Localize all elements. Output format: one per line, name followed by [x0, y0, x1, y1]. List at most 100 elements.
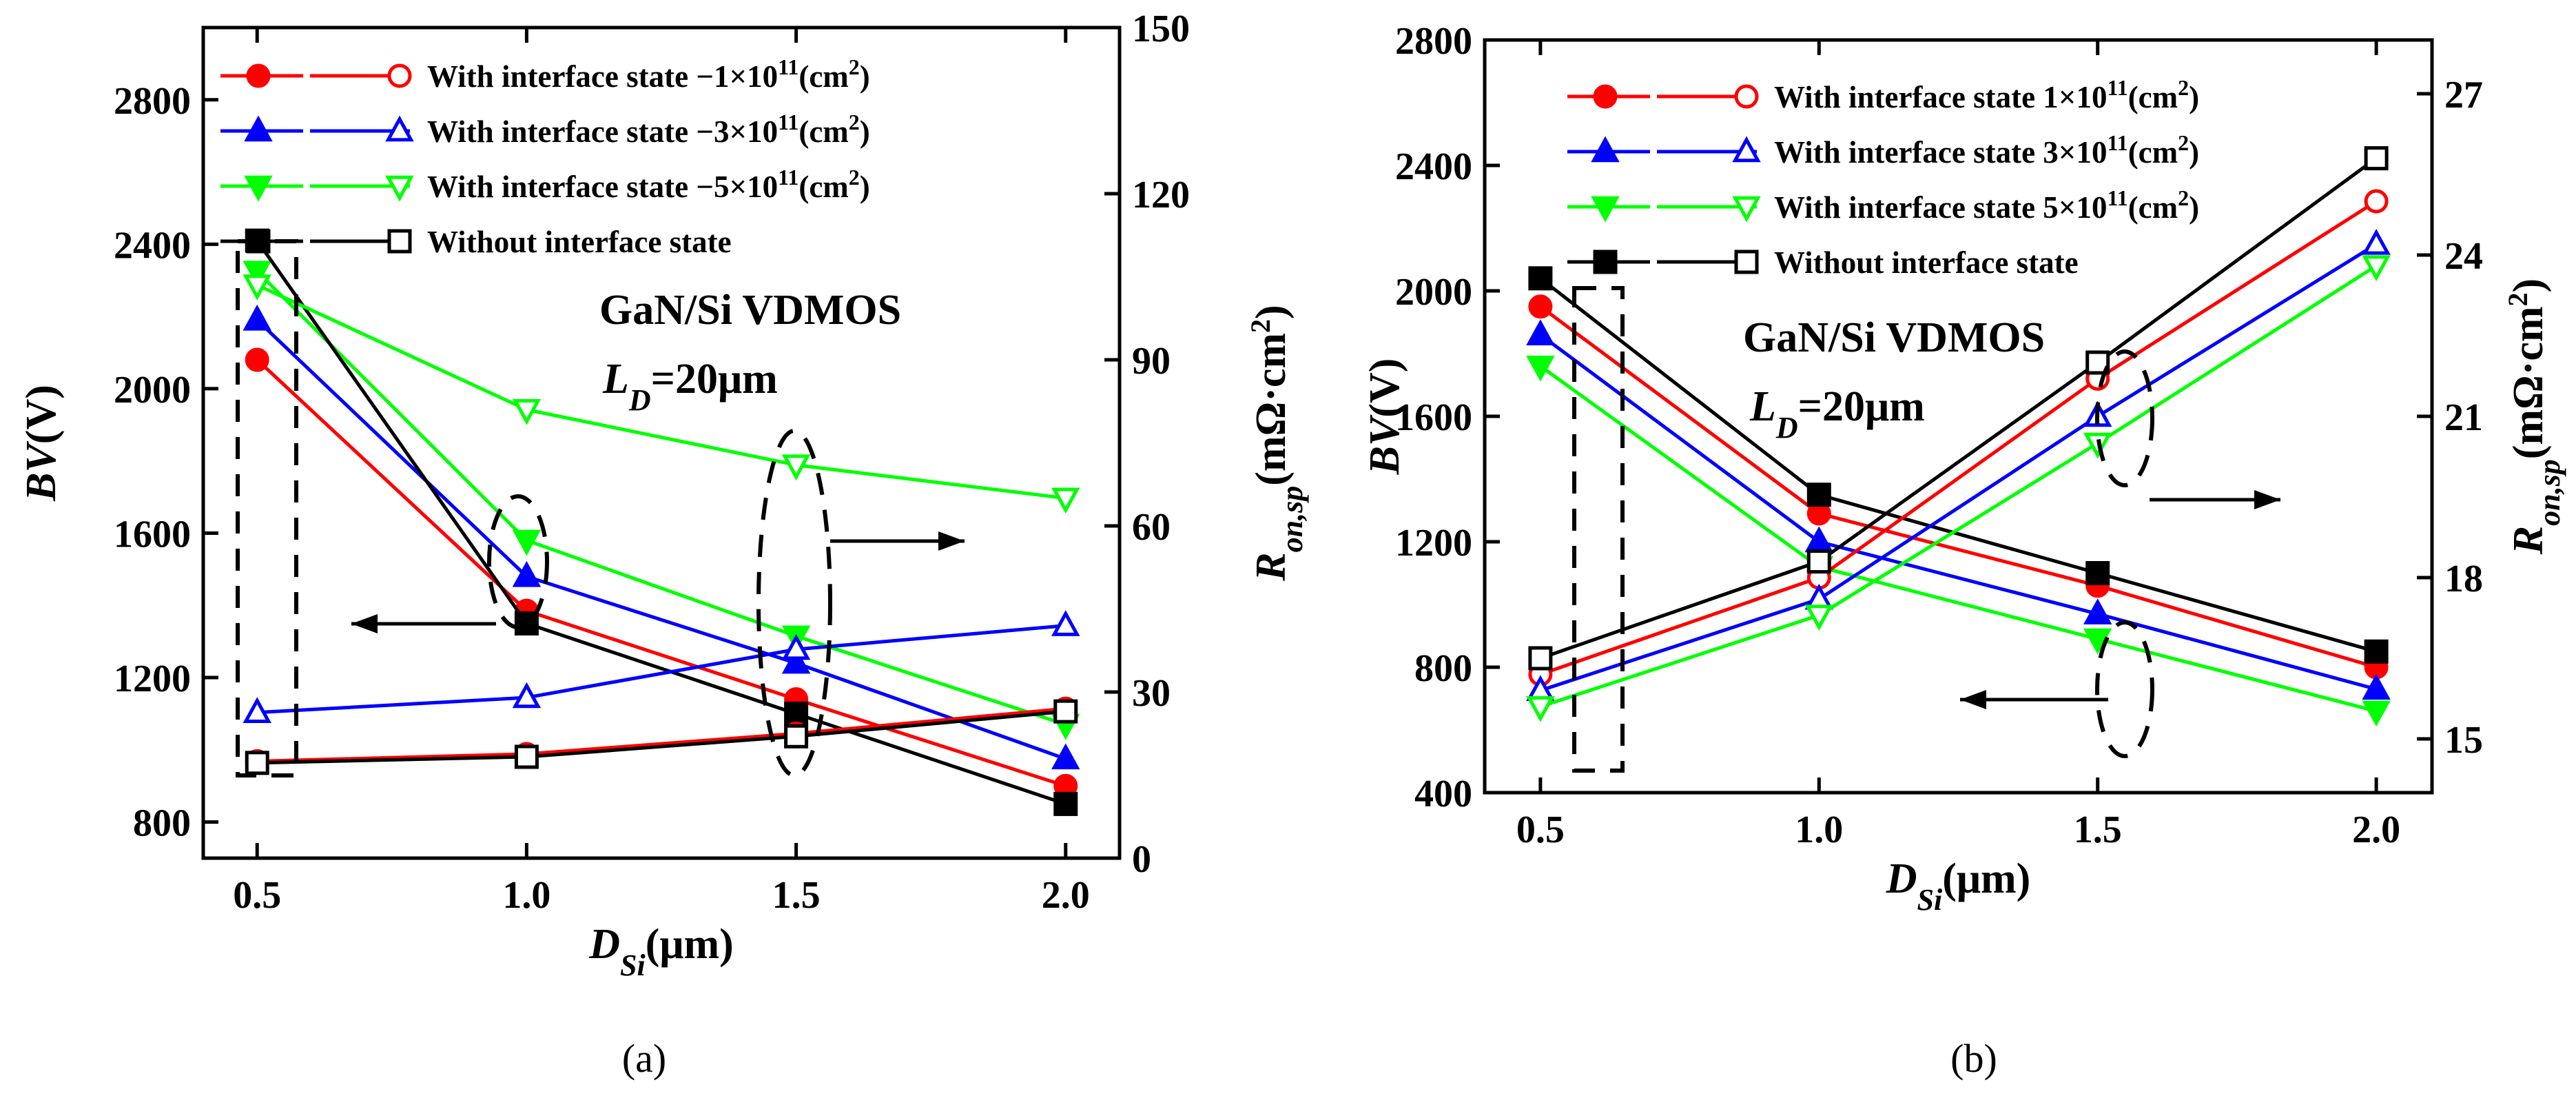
legend-marker-open — [1734, 250, 1759, 274]
annotation-ld-sub: D — [1775, 411, 1798, 445]
data-point — [2362, 228, 2391, 255]
legend-label-close: ) — [2189, 80, 2199, 114]
legend-item: Without interface state — [220, 225, 732, 259]
series-line — [1539, 276, 2377, 653]
y-right-axis-title-sub: on,sp — [1275, 486, 1309, 553]
y-left-tick-label: 800 — [1414, 647, 1472, 690]
x-tick-label: 1.0 — [502, 874, 550, 917]
data-point — [243, 274, 271, 301]
legend-marker-open — [1732, 136, 1761, 163]
series-line — [257, 624, 1066, 715]
series-ron-7 — [245, 699, 1078, 775]
legend-label-main: With interface state −3×10 — [427, 114, 778, 149]
y-right-axis-title: Ron,sp(mΩ·cm2) — [1245, 305, 1309, 581]
legend-label-sup: 11 — [2107, 75, 2127, 100]
legend-item: With interface state −3×1011(cm2) — [220, 110, 870, 149]
legend-label-main: With interface state −5×10 — [427, 170, 778, 204]
y-right-axis-title-main: R — [1248, 552, 1295, 581]
series-ron-6 — [1526, 255, 2391, 722]
legend-label-main: With interface state 5×10 — [1774, 190, 2107, 225]
y-right-axis-title-sup: 2 — [2502, 292, 2533, 306]
series-line — [1539, 305, 2377, 669]
dashed-group-oval — [2095, 349, 2154, 487]
data-point — [2085, 350, 2110, 375]
legend-item: With interface state −5×1011(cm2) — [220, 165, 870, 204]
series-ron-5 — [243, 610, 1080, 723]
data-point — [245, 751, 269, 775]
series-bv-2 — [243, 261, 1080, 740]
x-tick-label: 1.5 — [772, 874, 821, 917]
arrow-to-right-axis-head — [2254, 490, 2280, 509]
legend-label-sup: 11 — [2107, 185, 2127, 210]
series-bv-0 — [245, 347, 1078, 798]
series-line — [1540, 264, 2378, 709]
legend-marker-open — [1732, 196, 1761, 223]
x-axis-title: DSi(μm) — [1886, 855, 2031, 917]
x-tick-label: 2.0 — [1042, 874, 1090, 917]
chart-panel-a: 0.5 1.0 1.5 2.0 800 1200 1600 2000 2400 2800 0 30 60… — [18, 8, 1309, 1081]
legend-marker-open — [385, 115, 414, 142]
x-axis-title-main: D — [588, 921, 620, 968]
legend-marker-filled — [1591, 196, 1620, 223]
x-tick-label: 1.5 — [2074, 809, 2122, 851]
legend-label-unit-sup: 2 — [849, 110, 860, 134]
data-point — [512, 529, 542, 556]
legend-marker-open — [1734, 84, 1759, 109]
data-point — [512, 682, 542, 709]
data-point — [1528, 294, 1553, 319]
y-left-tick-label: 800 — [133, 802, 191, 845]
legend-item: With interface state −1×1011(cm2) — [220, 54, 870, 94]
y-right-tick-label: 60 — [1132, 506, 1171, 549]
data-point — [781, 454, 811, 481]
legend-label-close: ) — [2189, 190, 2199, 225]
legend-label: With interface state −1×1011(cm2) — [427, 54, 870, 94]
y-left-axis-title-main: BV — [1361, 414, 1408, 475]
legend-label: With interface state 5×1011(cm2) — [1774, 185, 2199, 225]
legend-label: With interface state −3×1011(cm2) — [427, 110, 870, 149]
annotation-ld-value: =20μm — [651, 356, 778, 403]
legend-label-unit: (cm — [798, 114, 848, 149]
y-left-tick-label: 2800 — [114, 80, 191, 123]
dashed-group-oval — [756, 429, 832, 777]
annotation-device: GaN/Si VDMOS — [1743, 314, 2045, 361]
y-left-tick-label: 1200 — [114, 658, 191, 700]
legend-marker-open — [387, 229, 412, 254]
data-point — [2364, 189, 2389, 214]
data-point — [243, 697, 271, 723]
data-point — [2362, 255, 2391, 282]
series-line — [1540, 156, 2378, 660]
y-left-tick-label: 2000 — [114, 369, 191, 411]
data-point — [243, 261, 271, 287]
legend-label-unit-sup: 2 — [849, 54, 860, 79]
legend: With interface state −1×1011(cm2) With in… — [220, 54, 870, 259]
plot-frame — [201, 26, 1122, 860]
annotation-ld: LD=20μm — [1749, 383, 1925, 445]
x-axis-title-sub: Si — [620, 948, 646, 982]
series-ron-5 — [1526, 228, 2391, 702]
y-right-tick-label: 90 — [1132, 340, 1171, 383]
legend-label-main: Without interface state — [427, 225, 732, 259]
x-tick-label: 1.0 — [1795, 809, 1843, 851]
legend-label: Without interface state — [1774, 245, 2079, 280]
x-tick-label: 0.5 — [233, 874, 281, 917]
y-left-axis-title: BV(V) — [18, 385, 65, 502]
arrow-to-right-axis-head — [938, 531, 965, 551]
data-point — [1526, 319, 1555, 345]
x-axis-title-main: D — [1886, 855, 1917, 902]
legend-label-main: Without interface state — [1774, 245, 2079, 280]
y-right-tick-label: 0 — [1132, 838, 1151, 881]
data-point — [1528, 646, 1553, 671]
data-point — [2362, 673, 2391, 700]
series-line — [256, 270, 1067, 726]
arrow-to-left-axis-head — [351, 614, 378, 633]
data-point — [1053, 791, 1078, 816]
legend-label-sup: 11 — [778, 54, 798, 79]
dashed-group-box — [1572, 286, 1625, 773]
series-line — [1540, 243, 2378, 693]
legend-label-unit: (cm — [2128, 135, 2178, 170]
data-point — [1804, 526, 1834, 553]
dashed-group-box — [236, 239, 298, 777]
data-point — [1051, 487, 1080, 514]
legend-label-close: ) — [860, 114, 870, 149]
